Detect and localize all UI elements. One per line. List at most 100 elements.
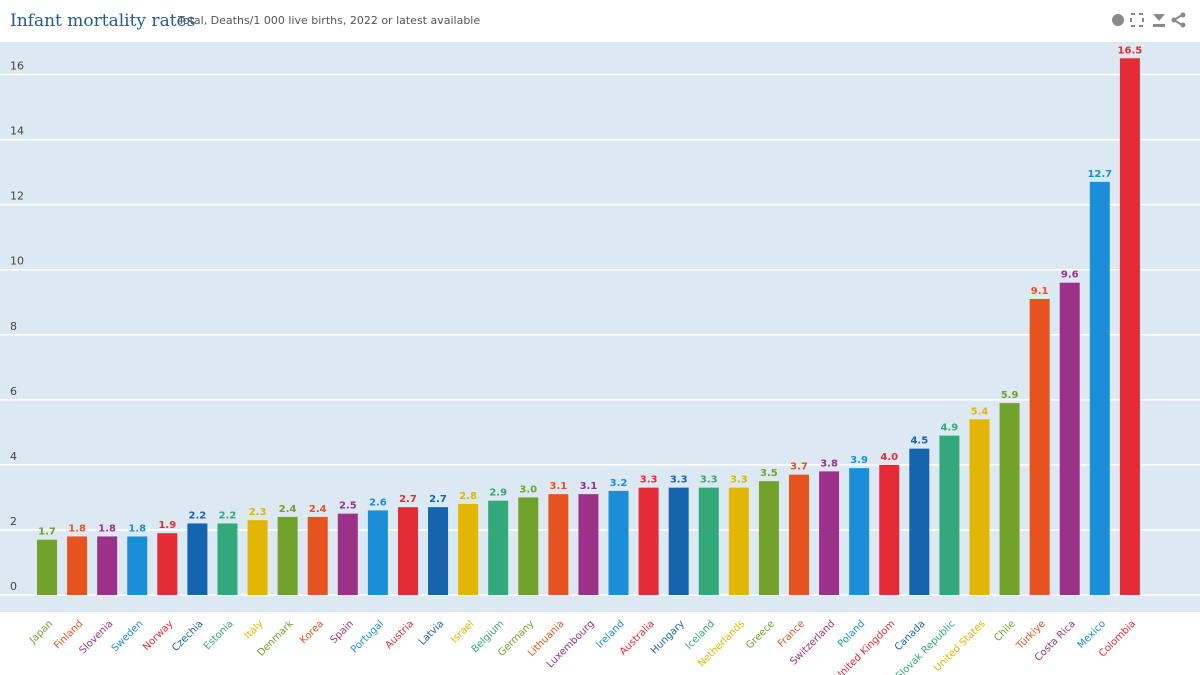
bar (127, 536, 148, 595)
y-tick-label: 0 (10, 580, 17, 593)
bar (488, 500, 509, 595)
value-label: 3.5 (760, 468, 778, 479)
download-button[interactable] (1153, 14, 1165, 27)
value-label: 3.3 (730, 475, 748, 486)
value-label: 1.9 (158, 520, 176, 531)
bar (337, 513, 358, 595)
x-tick-label: Chile (992, 618, 1017, 643)
bar (728, 487, 749, 595)
x-tick-label: Greece (744, 618, 777, 651)
value-label: 3.3 (700, 475, 718, 486)
bar (1029, 298, 1050, 595)
value-label: 2.8 (459, 491, 477, 502)
y-tick-label: 6 (10, 385, 17, 398)
y-tick-label: 14 (10, 125, 24, 138)
y-tick-label: 2 (10, 515, 17, 528)
fullscreen-button[interactable] (1130, 13, 1144, 27)
bar (668, 487, 689, 595)
y-tick-label: 16 (10, 60, 24, 73)
value-label: 1.8 (68, 523, 86, 534)
x-tick-label: Austria (383, 618, 416, 651)
value-label: 2.6 (369, 497, 387, 508)
bar (67, 536, 88, 595)
value-label: 5.9 (1001, 390, 1019, 401)
plot-area (0, 42, 1200, 612)
bar (698, 487, 719, 595)
x-tick-label: Czechia (170, 618, 205, 653)
value-label: 3.1 (580, 481, 598, 492)
chart-subtitle: Total, Deaths/1 000 live births, 2022 or… (177, 14, 480, 27)
value-label: 3.2 (610, 478, 628, 489)
info-button[interactable] (1112, 14, 1124, 26)
y-tick-label: 8 (10, 320, 17, 333)
value-label: 1.8 (128, 523, 146, 534)
bar (428, 507, 449, 595)
x-tick-label: Portugal (349, 618, 386, 655)
bar (307, 516, 328, 595)
value-label: 5.4 (971, 406, 989, 417)
x-tick-label: Italy (243, 618, 266, 641)
x-tick-label: Estonia (202, 618, 236, 652)
value-label: 2.2 (219, 510, 237, 521)
y-tick-label: 12 (10, 190, 24, 203)
bar (247, 520, 268, 595)
y-tick-label: 4 (10, 450, 17, 463)
bar (909, 448, 930, 595)
bar (1059, 282, 1080, 595)
value-label: 2.5 (339, 501, 357, 512)
x-tick-label: Latvia (417, 618, 446, 647)
bar (758, 481, 779, 595)
value-label: 3.3 (670, 475, 688, 486)
bar (518, 497, 539, 595)
value-label: 3.9 (850, 455, 868, 466)
x-tick-label: Israel (449, 618, 476, 645)
bar (1119, 58, 1140, 595)
toolbar (1112, 12, 1186, 28)
value-label: 2.7 (429, 494, 447, 505)
bar (367, 510, 388, 595)
bar (1089, 181, 1110, 595)
bar (578, 494, 599, 595)
value-label: 2.9 (489, 488, 507, 499)
bar (819, 471, 840, 595)
value-label: 2.3 (249, 507, 267, 518)
value-label: 3.7 (790, 462, 808, 473)
bar (217, 523, 238, 595)
chart-title: Infant mortality rates (10, 11, 195, 31)
bar (397, 507, 418, 595)
value-label: 4.5 (910, 436, 928, 447)
value-label: 9.1 (1031, 286, 1049, 297)
value-label: 1.8 (98, 523, 116, 534)
value-label: 4.9 (941, 423, 959, 434)
bar (849, 468, 870, 595)
value-label: 1.7 (38, 527, 56, 538)
bar (37, 539, 57, 595)
value-label: 4.0 (880, 452, 898, 463)
bar (187, 523, 208, 595)
value-label: 3.1 (550, 481, 568, 492)
value-label: 2.2 (189, 510, 207, 521)
bar (789, 474, 809, 595)
header (0, 0, 1200, 40)
value-label: 2.4 (309, 504, 327, 515)
bar (458, 503, 479, 595)
value-label: 3.8 (820, 458, 838, 469)
bar (157, 533, 178, 595)
value-label: 2.7 (399, 494, 417, 505)
x-tick-label: Spain (328, 618, 356, 646)
bar (608, 490, 629, 595)
x-tick-label: Sweden (110, 618, 146, 654)
bar (638, 487, 659, 595)
bar (969, 419, 990, 595)
x-tick-label: Korea (298, 618, 326, 646)
bar (548, 494, 569, 595)
bar (999, 403, 1020, 595)
bar (879, 464, 900, 595)
bar (277, 516, 298, 595)
bar (939, 435, 960, 595)
value-label: 16.5 (1118, 45, 1143, 56)
x-tick-label: Norway (141, 618, 176, 653)
y-tick-label: 10 (10, 255, 24, 268)
value-label: 3.3 (640, 475, 658, 486)
